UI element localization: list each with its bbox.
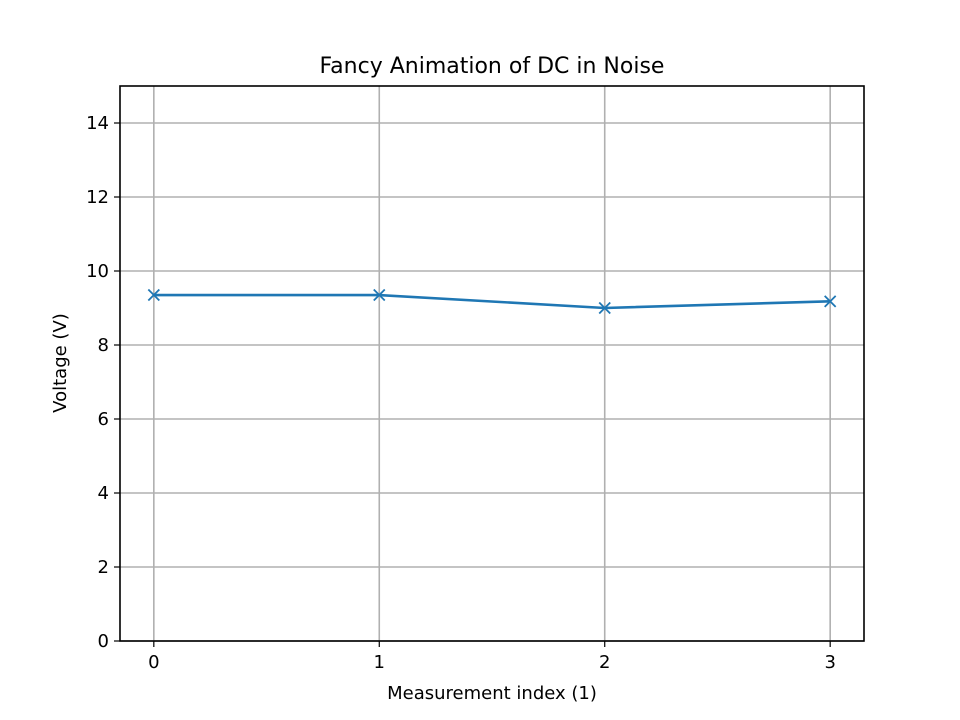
y-tick-label: 8 bbox=[98, 335, 109, 356]
y-tick-label: 6 bbox=[98, 409, 109, 430]
y-tick-label: 14 bbox=[86, 113, 109, 134]
x-axis-label: Measurement index (1) bbox=[387, 683, 597, 704]
grid-lines bbox=[120, 86, 864, 642]
x-tick-label: 0 bbox=[148, 652, 159, 673]
series-line bbox=[153, 293, 831, 310]
data-point-marker bbox=[373, 288, 386, 302]
chart-title: Fancy Animation of DC in Noise bbox=[320, 54, 665, 79]
y-tick-label: 2 bbox=[98, 557, 109, 578]
y-axis-label: Voltage (V) bbox=[50, 313, 71, 413]
x-tick-label: 1 bbox=[374, 652, 385, 673]
y-tick-label: 10 bbox=[86, 261, 109, 282]
data-point-marker bbox=[824, 295, 837, 308]
y-tick-label: 4 bbox=[98, 483, 109, 504]
x-tick-label: 3 bbox=[824, 652, 835, 673]
data-point-marker bbox=[598, 301, 611, 315]
data-point-marker bbox=[147, 288, 160, 302]
plot-area-frame bbox=[119, 85, 865, 642]
y-tick-label: 12 bbox=[86, 187, 109, 208]
y-tick-label: 0 bbox=[98, 631, 109, 652]
x-tick-label: 2 bbox=[599, 652, 610, 673]
data-series bbox=[147, 288, 837, 315]
